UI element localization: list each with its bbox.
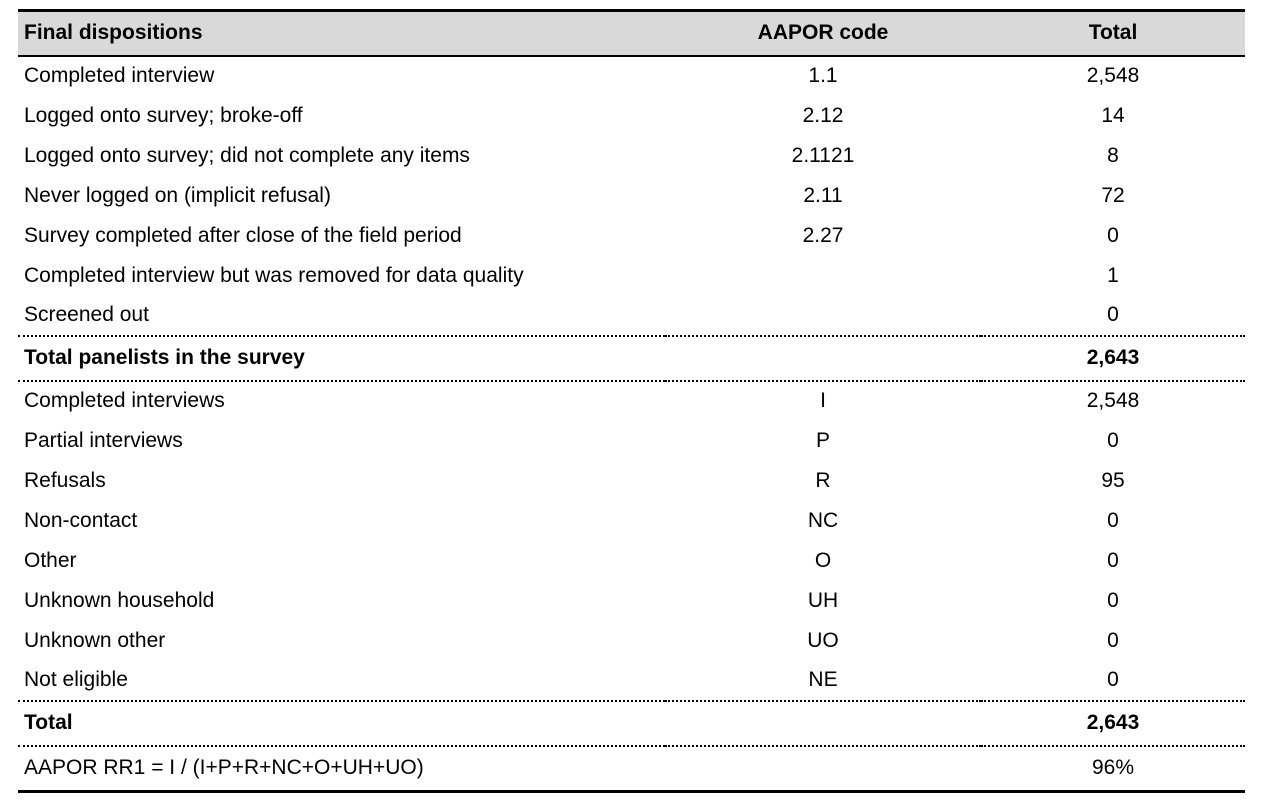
aapor-code bbox=[665, 296, 981, 336]
aapor-code: NC bbox=[807, 508, 839, 532]
table-row: Never logged on (implicit refusal) 2.11 72 bbox=[18, 176, 1245, 216]
total-value: 0 bbox=[1107, 548, 1119, 572]
disposition-label: AAPOR RR1 = I / (I+P+R+NC+O+UH+UO) bbox=[18, 744, 665, 792]
aapor-code: 2.1121 bbox=[791, 143, 855, 167]
aapor-code: P bbox=[815, 428, 830, 452]
aapor-code: UH bbox=[807, 588, 839, 612]
column-header-final-dispositions: Final dispositions bbox=[18, 10, 665, 57]
total-value: 2,548 bbox=[981, 379, 1245, 421]
disposition-label: Screened out bbox=[24, 303, 149, 326]
aapor-code: 2.12 bbox=[802, 103, 844, 127]
table-row: Unknown other UO 0 bbox=[18, 621, 1245, 661]
total-value: 72 bbox=[1101, 183, 1125, 207]
table-row: Completed interview 1.1 2,548 bbox=[18, 56, 1245, 96]
total-value: 2,548 bbox=[1086, 64, 1140, 87]
total-value: 0 bbox=[1107, 668, 1119, 691]
total-value: 1 bbox=[1107, 263, 1119, 287]
total-value: 2,643 bbox=[981, 334, 1245, 381]
disposition-label: Never logged on (implicit refusal) bbox=[24, 183, 331, 207]
header-row: Final dispositions AAPOR code Total bbox=[18, 10, 1245, 57]
total-value: 2,643 bbox=[981, 699, 1245, 746]
table-row: Not eligible NE 0 bbox=[18, 661, 1245, 701]
disposition-label: Completed interview bbox=[24, 64, 215, 87]
disposition-label: Refusals bbox=[24, 468, 106, 492]
total-value: 0 bbox=[1107, 628, 1119, 652]
aapor-code: I bbox=[665, 379, 981, 421]
disposition-label: Total bbox=[18, 699, 665, 746]
table-row: Completed interview but was removed for … bbox=[18, 256, 1245, 296]
total-value: 0 bbox=[1107, 223, 1119, 247]
disposition-label: Logged onto survey; broke-off bbox=[24, 103, 303, 127]
disposition-label: Non-contact bbox=[24, 508, 138, 532]
disposition-label: Completed interviews bbox=[18, 379, 665, 421]
disposition-label: Total panelists in the survey bbox=[18, 334, 665, 381]
dispositions-table-container: Final dispositions AAPOR code Total Comp… bbox=[18, 9, 1245, 793]
table-row: Total panelists in the survey 2,643 bbox=[18, 334, 1245, 381]
aapor-code: 2.27 bbox=[802, 223, 844, 247]
column-header-aapor-code: AAPOR code bbox=[665, 10, 981, 57]
table-row: Total 2,643 bbox=[18, 699, 1245, 746]
table-row: Screened out 0 bbox=[18, 296, 1245, 336]
total-value: 0 bbox=[1107, 303, 1119, 326]
table-row: Completed interviews I 2,548 bbox=[18, 379, 1245, 421]
table-row: Refusals R 95 bbox=[18, 461, 1245, 501]
aapor-code: R bbox=[815, 468, 831, 492]
disposition-label: Partial interviews bbox=[24, 428, 183, 452]
table-header: Final dispositions AAPOR code Total bbox=[18, 10, 1245, 57]
total-value: 0 bbox=[1107, 588, 1119, 612]
table-row: Logged onto survey; did not complete any… bbox=[18, 136, 1245, 176]
disposition-label: Survey completed after close of the fiel… bbox=[24, 223, 462, 247]
disposition-label: Unknown household bbox=[24, 588, 215, 612]
dispositions-table: Final dispositions AAPOR code Total Comp… bbox=[18, 9, 1245, 793]
table-row: Other O 0 bbox=[18, 541, 1245, 581]
table-row: Survey completed after close of the fiel… bbox=[18, 216, 1245, 256]
aapor-code bbox=[665, 334, 981, 381]
table-row: Unknown household UH 0 bbox=[18, 581, 1245, 621]
aapor-code bbox=[665, 699, 981, 746]
disposition-label: Not eligible bbox=[24, 668, 128, 691]
table-row: Logged onto survey; broke-off 2.12 14 bbox=[18, 96, 1245, 136]
aapor-code: O bbox=[814, 548, 832, 572]
total-value: 0 bbox=[1107, 508, 1119, 532]
table-body: Completed interview 1.1 2,548 Logged onto s… bbox=[18, 56, 1245, 792]
total-value: 96% bbox=[981, 744, 1245, 792]
aapor-code bbox=[665, 744, 981, 792]
total-value: 8 bbox=[1107, 143, 1119, 167]
table-row: Partial interviews P 0 bbox=[18, 421, 1245, 461]
aapor-code bbox=[665, 256, 981, 296]
total-value: 95 bbox=[1101, 468, 1125, 492]
total-value: 14 bbox=[1101, 103, 1125, 127]
disposition-label: Completed interview but was removed for … bbox=[24, 263, 524, 287]
total-value: 0 bbox=[1107, 428, 1119, 452]
aapor-code: NE bbox=[808, 668, 838, 691]
disposition-label: Other bbox=[24, 548, 77, 572]
aapor-code: 2.11 bbox=[803, 183, 843, 207]
column-header-total: Total bbox=[981, 10, 1245, 57]
table-row: AAPOR RR1 = I / (I+P+R+NC+O+UH+UO) 96% bbox=[18, 744, 1245, 792]
table-row: Non-contact NC 0 bbox=[18, 501, 1245, 541]
aapor-code: UO bbox=[807, 628, 839, 652]
disposition-label: Logged onto survey; did not complete any… bbox=[24, 143, 470, 167]
disposition-label: Unknown other bbox=[24, 628, 166, 652]
aapor-code: 1.1 bbox=[808, 64, 838, 87]
